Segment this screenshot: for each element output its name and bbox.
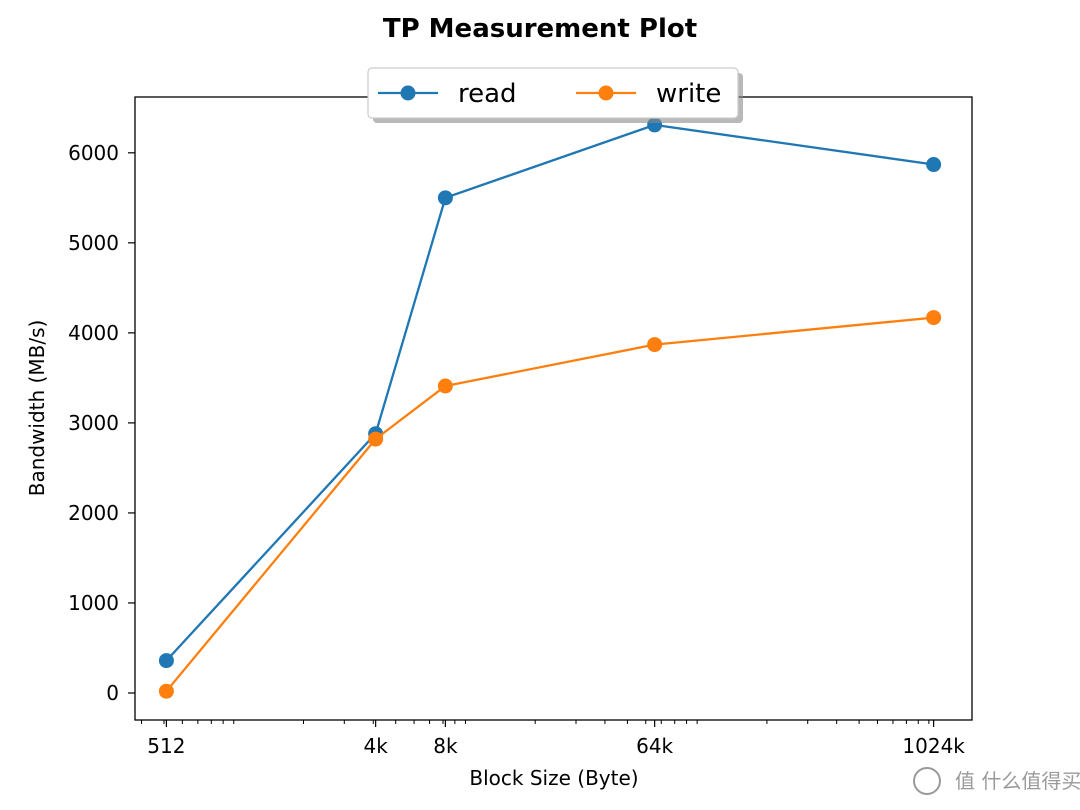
x-axis-label: Block Size (Byte) (469, 766, 638, 790)
y-tick-label: 6000 (68, 141, 119, 165)
legend-label-read: read (458, 79, 517, 109)
y-axis-label: Bandwidth (MB/s) (25, 320, 49, 497)
x-tick-label: 4k (363, 734, 388, 758)
watermark-text: 值 什么值得买 (955, 769, 1080, 793)
chart-title: TP Measurement Plot (383, 14, 697, 44)
legend-marker-read (400, 85, 416, 101)
y-tick-label: 2000 (68, 501, 119, 525)
legend-marker-write (598, 85, 614, 101)
y-tick-label: 4000 (68, 321, 119, 345)
y-tick-label: 3000 (68, 411, 119, 435)
y-tick-label: 1000 (68, 591, 119, 615)
plot-area: 0 1000 2000 3000 4000 5000 6000 512 4k 8k 64k 1024k (68, 96, 973, 758)
legend-box (367, 67, 739, 119)
x-tick-label: 8k (433, 734, 458, 758)
x-tick-label: 1024k (902, 734, 965, 758)
watermark: 值 什么值得买 (913, 767, 1080, 795)
axes-frame (134, 96, 973, 721)
data-point-read (158, 653, 174, 669)
x-tick-label: 512 (147, 734, 185, 758)
series-line-write (165, 316, 934, 692)
x-tick-label: 64k (636, 734, 673, 758)
series-line-read (165, 123, 934, 662)
data-point-write (926, 310, 942, 326)
data-point-read (437, 190, 453, 206)
data-point-read (926, 157, 942, 173)
legend: read write (367, 67, 743, 123)
data-point-write (647, 337, 663, 353)
data-point-write (158, 683, 174, 699)
legend-label-write: write (656, 79, 721, 109)
data-point-write (437, 378, 453, 394)
data-point-write (368, 431, 384, 447)
y-tick-label: 5000 (68, 231, 119, 255)
y-tick-label: 0 (106, 681, 119, 705)
